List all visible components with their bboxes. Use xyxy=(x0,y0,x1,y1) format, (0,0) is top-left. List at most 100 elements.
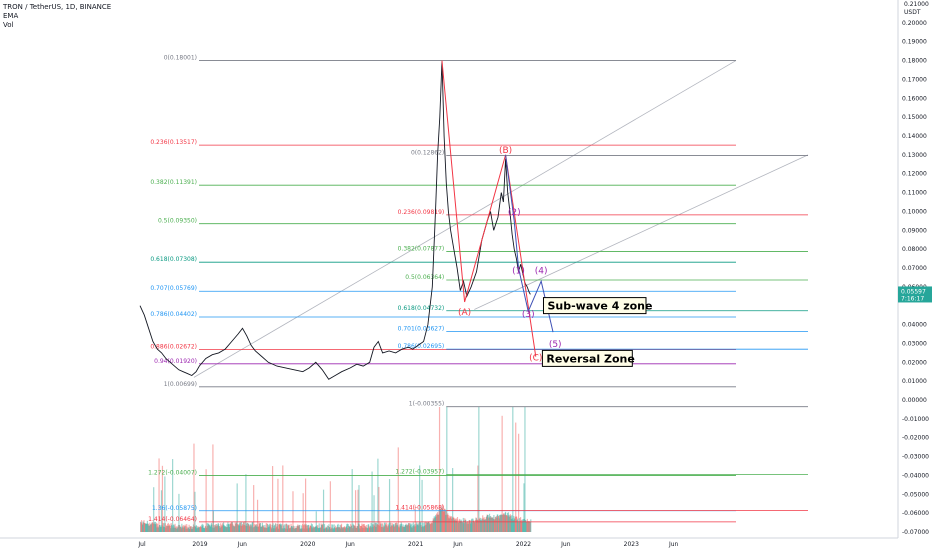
volume-bar xyxy=(154,524,156,532)
volume-bar xyxy=(440,508,443,532)
volume-bar xyxy=(281,528,283,532)
volume-bar xyxy=(318,528,320,532)
volume-bar xyxy=(289,527,292,532)
volume-indicator-label[interactable]: Vol xyxy=(3,21,14,29)
volume-bar xyxy=(512,407,514,532)
volume-bar xyxy=(314,526,316,532)
volume-bar xyxy=(180,526,182,532)
volume-bar xyxy=(201,525,203,532)
volume-bar xyxy=(155,521,157,532)
volume-bar xyxy=(527,521,529,532)
volume-bar xyxy=(223,525,225,532)
volume-bar xyxy=(194,527,197,532)
volume-bar xyxy=(191,528,194,532)
fib-level-label: 1(0.00699) xyxy=(164,381,197,388)
volume-bar xyxy=(320,527,322,532)
price-line xyxy=(139,60,531,380)
volume-bar xyxy=(422,522,424,532)
volume-bar xyxy=(301,528,303,532)
volume-bar xyxy=(497,515,499,532)
volume-bar xyxy=(363,523,365,532)
volume-bar xyxy=(305,525,308,532)
volume-bar xyxy=(266,523,268,532)
volume-bar xyxy=(382,523,384,532)
volume-bar xyxy=(313,526,315,532)
x-axis[interactable]: Jul 2019 Jun 2020 Jun 2021 Jun 2022 Jun 2023 Jun xyxy=(0,537,898,548)
volume-bar xyxy=(440,510,442,532)
volume-bar xyxy=(239,522,242,532)
volume-bar xyxy=(208,524,210,532)
volume-bar xyxy=(264,524,266,532)
volume-bar xyxy=(420,522,422,532)
volume-bar xyxy=(169,524,171,532)
volume-bar xyxy=(255,526,258,532)
volume-bar xyxy=(370,525,372,532)
volume-bar xyxy=(192,524,195,532)
volume-bar xyxy=(215,524,217,532)
elliott-wave-paths xyxy=(441,60,554,357)
volume-bar xyxy=(419,521,421,532)
volume-bar xyxy=(432,518,434,532)
volume-bar xyxy=(307,524,310,532)
volume-bar xyxy=(431,523,433,532)
ema-indicator-label[interactable]: EMA xyxy=(3,12,19,20)
volume-bar xyxy=(333,527,335,532)
volume-bar xyxy=(144,523,146,532)
volume-bar xyxy=(365,527,367,532)
price-series xyxy=(139,60,531,380)
volume-bar xyxy=(323,524,326,532)
volume-bar xyxy=(391,523,394,532)
volume-bar xyxy=(301,525,303,532)
fib-level-label: 0.701(0.03627) xyxy=(398,326,445,333)
volume-bar xyxy=(323,528,325,532)
volume-bar xyxy=(517,518,519,532)
volume-bar xyxy=(303,525,305,532)
volume-bar xyxy=(421,526,424,532)
volume-bar xyxy=(525,520,527,532)
volume-bar xyxy=(448,517,450,532)
volume-bar xyxy=(221,526,223,532)
volume-bar xyxy=(309,525,311,532)
volume-bar xyxy=(308,528,310,532)
volume-bar xyxy=(179,525,181,532)
volume-bar xyxy=(248,523,250,532)
volume-bar xyxy=(336,527,338,532)
volume-bar xyxy=(492,518,495,532)
volume-bar xyxy=(172,527,174,532)
volume-bar xyxy=(370,523,372,532)
volume-bar xyxy=(151,522,153,532)
volume-bar xyxy=(156,523,159,532)
volume-bar xyxy=(295,527,297,532)
volume-bar xyxy=(230,522,232,532)
volume-bar xyxy=(410,527,412,532)
volume-bar xyxy=(404,526,406,532)
volume-bar xyxy=(511,515,513,532)
volume-bar xyxy=(225,527,227,532)
volume-bar xyxy=(489,516,492,532)
volume-bar xyxy=(149,524,151,532)
volume-bar xyxy=(463,523,465,532)
volume-bar xyxy=(161,465,164,532)
volume-bar xyxy=(190,528,193,532)
volume-bar xyxy=(249,524,251,532)
volume-bar xyxy=(218,526,220,532)
y-tick-label: 0.17000 xyxy=(902,76,927,83)
symbol-title[interactable]: TRON / TetherUS, 1D, BINANCE xyxy=(3,3,112,11)
volume-bar xyxy=(300,528,302,532)
volume-bar xyxy=(146,523,148,532)
volume-bar xyxy=(421,479,423,532)
volume-bar xyxy=(257,526,260,532)
annotation-label: Reversal Zone xyxy=(546,352,634,365)
volume-bar xyxy=(232,525,234,532)
volume-bar xyxy=(352,528,354,532)
volume-bar xyxy=(514,519,516,532)
volume-bar xyxy=(416,525,418,532)
volume-bar xyxy=(295,527,297,532)
volume-bar xyxy=(245,474,247,532)
volume-bar xyxy=(148,525,150,532)
volume-bar xyxy=(210,524,212,532)
volume-bar xyxy=(498,518,500,532)
volume-bar xyxy=(350,523,352,532)
